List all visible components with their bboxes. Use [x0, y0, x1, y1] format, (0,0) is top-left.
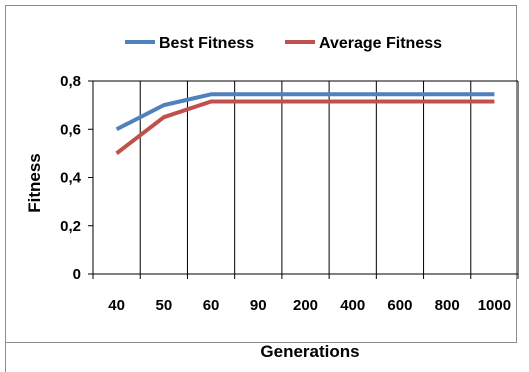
x-tick-label: 40 — [108, 297, 125, 314]
x-axis-title: Generations — [260, 342, 359, 361]
y-axis-title: Fitness — [25, 153, 44, 213]
x-tick-labels: 40 50 60 90 200 400 600 800 1000 — [92, 274, 519, 314]
x-tick-label: 200 — [293, 297, 318, 314]
series-lines — [115, 92, 495, 155]
y-tick-label: 0,4 — [60, 170, 82, 187]
legend: Best Fitness Average Fitness — [125, 35, 442, 52]
x-tick-label: 50 — [155, 297, 172, 314]
series-line-average-fitness — [115, 99, 495, 155]
x-tick-label: 400 — [340, 297, 365, 314]
y-tick-label: 0 — [73, 266, 81, 283]
legend-entry: Best Fitness — [159, 35, 254, 52]
gridlines — [93, 80, 519, 274]
x-tick-label: 60 — [203, 297, 220, 314]
y-tick-label: 0,8 — [60, 73, 81, 90]
chart-frame — [5, 5, 517, 343]
series-line-best-fitness — [115, 92, 495, 132]
x-tick-label: 90 — [250, 297, 267, 314]
x-tick-label: 800 — [435, 297, 460, 314]
x-tick-label: 1000 — [478, 297, 511, 314]
frame-extension-line — [5, 343, 6, 372]
y-tick-label: 0,2 — [60, 218, 81, 235]
x-tick-label: 600 — [387, 297, 412, 314]
y-tick-label: 0,6 — [60, 121, 81, 138]
legend-entry: Average Fitness — [319, 35, 442, 52]
y-tick-labels: 0 0,2 0,4 0,6 0,8 — [60, 73, 93, 283]
